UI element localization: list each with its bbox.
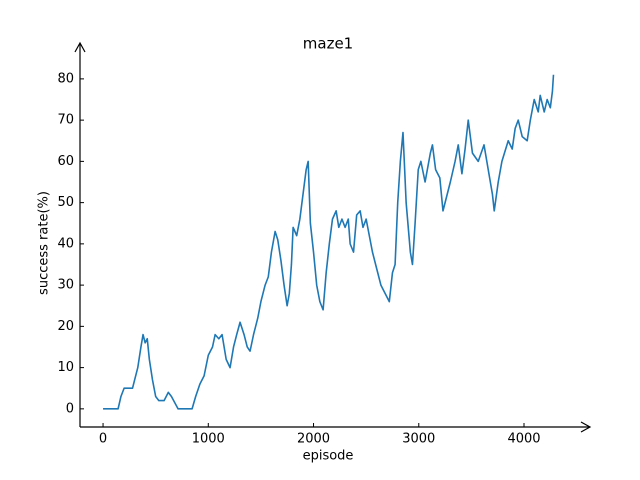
- chart-title: maze1: [303, 35, 353, 53]
- x-tick-label: 4000: [507, 432, 540, 447]
- x-axis-arrow: [580, 421, 592, 433]
- x-tick-label: 0: [99, 432, 107, 447]
- x-tick-label: 1000: [192, 432, 225, 447]
- y-tick-label: 70: [57, 113, 74, 128]
- x-tick-label: 3000: [402, 432, 435, 447]
- y-tick-label: 10: [57, 360, 74, 375]
- y-tick-label: 30: [57, 278, 74, 293]
- y-axis-label: success rate(%): [37, 191, 52, 295]
- y-axis-arrow: [74, 41, 86, 53]
- y-tick-label: 80: [57, 71, 74, 86]
- x-axis-label: episode: [303, 449, 354, 464]
- y-tick-label: 50: [57, 195, 74, 210]
- x-tick-label: 2000: [297, 432, 330, 447]
- y-tick-label: 40: [57, 236, 74, 251]
- y-tick-label: 60: [57, 154, 74, 169]
- y-tick-label: 0: [66, 401, 74, 416]
- y-tick-label: 20: [57, 319, 74, 334]
- line-series: [103, 74, 555, 410]
